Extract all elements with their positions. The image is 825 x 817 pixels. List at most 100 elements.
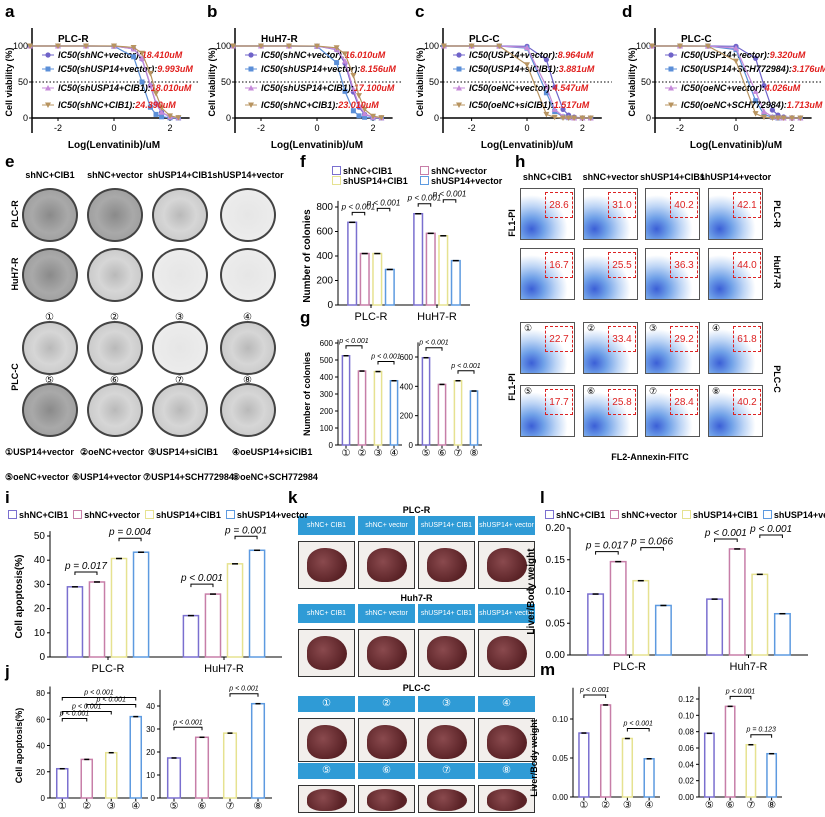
category-label: PLC-R (354, 311, 387, 323)
category-label: ① (58, 801, 67, 812)
colony-plate (220, 383, 276, 437)
bar (766, 752, 778, 798)
bar (373, 370, 383, 446)
p-value-label: p < 0.001 (579, 687, 609, 694)
legend-series-name: IC50(USP14+siCIB1) (469, 64, 556, 74)
data-point (370, 113, 376, 120)
bar (347, 221, 358, 306)
significance-bracket (74, 571, 98, 575)
colony-legend-item: ⑧oeNC+SCH772984 (232, 472, 318, 482)
data-point (705, 43, 711, 50)
y-tick-label: 80 (36, 689, 45, 698)
liver-group-header: shNC+ CIB1 (298, 516, 355, 535)
bar (372, 252, 383, 306)
p-value-label: p < 0.001 (338, 338, 368, 345)
legend-ic50-value: 9.320uM (770, 50, 806, 60)
y-tick-label: 50 (221, 77, 231, 87)
bar (80, 758, 94, 799)
legend-swatch (8, 510, 17, 519)
y-tick-label: 30 (34, 579, 46, 590)
panel-label-k: k (288, 488, 298, 507)
colony-legend-item: ③USP14+siCIB1 (148, 447, 218, 457)
bar (413, 212, 424, 306)
bar (357, 370, 367, 446)
category-label: ⑦ (746, 800, 755, 811)
p-value-label: p = 0.001 (224, 525, 267, 536)
data-point (286, 43, 292, 49)
bar (421, 356, 431, 446)
legend-item: shNC+CIB1 (8, 510, 68, 520)
colony-plate (87, 321, 143, 375)
bar (751, 573, 769, 656)
liver-image (487, 789, 527, 811)
legend-swatch (762, 510, 772, 519)
y-tick-label: 100 (424, 41, 439, 51)
p-value-label: p < 0.001 (725, 688, 755, 695)
legend-marker (45, 52, 51, 58)
bar (609, 560, 627, 656)
y-tick-label: 200 (316, 276, 333, 287)
flow-column-header: shUSP14+vector (699, 172, 772, 182)
y-tick-label: 20 (146, 748, 155, 757)
panel-label-e: e (5, 152, 15, 171)
y-tick-label: 500 (320, 356, 334, 365)
bar (773, 612, 791, 656)
legend-series-name: IC50(oeNC+siCIB1) (469, 100, 551, 110)
significance-bracket (626, 728, 650, 732)
legend-colon: : (767, 50, 770, 60)
data-point (565, 115, 572, 121)
bar (453, 380, 463, 446)
apoptosis-gate-value: 31.0 (608, 192, 636, 218)
legend-ic50-value: 9.993uM (157, 64, 193, 74)
legend-label: shUSP14+CIB1 (693, 510, 758, 520)
liver-section-title: PLC-R (402, 505, 431, 515)
bar (724, 705, 736, 798)
legend-ic50-value: 3.881uM (559, 64, 595, 74)
data-point (752, 88, 759, 94)
legend-entry: IC50(shUSP14+CIB1):18.010uM (58, 83, 192, 93)
data-point (153, 111, 159, 117)
legend-colon: : (342, 50, 345, 60)
liver-photo (358, 629, 415, 677)
colony-plate (22, 188, 78, 242)
legend-swatch (545, 510, 554, 519)
liver-photo (478, 541, 535, 589)
data-point (111, 43, 117, 49)
category-label: ⑤ (705, 800, 714, 811)
flow-group-number: ① (524, 323, 533, 333)
y-tick-label: 50 (641, 77, 651, 87)
liver-photo (478, 718, 535, 762)
y-tick-label: 0.05 (552, 754, 568, 763)
data-point (769, 107, 776, 113)
p-value-label: p < 0.001 (749, 524, 792, 535)
significance-bracket (750, 734, 773, 738)
p-value-label: p = 0.017 (64, 561, 107, 572)
flow-group-number: ③ (649, 323, 658, 333)
y-tick-label: 600 (400, 353, 414, 362)
y-tick-label: 0 (39, 652, 45, 663)
legend-colon: : (335, 100, 338, 110)
panel-label-b: b (207, 2, 218, 21)
chart-title: HuH7-R (261, 34, 298, 45)
p-value-label: p < 0.001 (450, 363, 480, 370)
liver-photo (298, 629, 355, 677)
y-tick-label: 0.05 (546, 618, 566, 629)
apoptosis-gate-value: 61.8 (733, 326, 761, 352)
liver-group-header: shNC+ vector (358, 604, 415, 623)
y-tick-label: 0.12 (678, 695, 694, 704)
colony-plate (152, 248, 208, 302)
data-point (378, 115, 385, 121)
panel-label-j: j (5, 662, 10, 681)
bar (359, 252, 370, 306)
legend-label: shUSP14+vector (431, 176, 503, 186)
bar (110, 557, 128, 658)
legend-colon: : (139, 50, 142, 60)
legend-label: shNC+vector (84, 510, 141, 520)
legend-label: shUSP14+CIB1 (156, 510, 221, 520)
legend-entry: IC50(shUSP14+CIB1):17.100uM (261, 83, 395, 93)
legend-ic50-value: 8.964uM (558, 50, 594, 60)
bar (450, 259, 461, 306)
category-label: ⑥ (438, 448, 447, 459)
